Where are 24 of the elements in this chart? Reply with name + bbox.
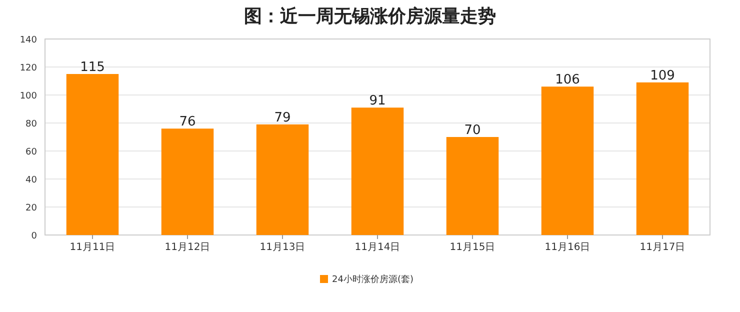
data-label: 106 — [555, 72, 580, 88]
x-tick-label: 11月13日 — [260, 242, 306, 253]
data-label: 91 — [369, 94, 386, 109]
legend-label: 24小时涨价房源(套) — [332, 274, 414, 285]
data-label: 70 — [464, 123, 481, 138]
y-tick-label: 0 — [31, 232, 38, 242]
x-tick-label: 11月17日 — [640, 242, 686, 253]
y-tick-label: 100 — [20, 92, 38, 102]
y-tick-label: 120 — [20, 64, 38, 74]
x-tick-label: 11月14日 — [354, 242, 400, 253]
y-tick-label: 60 — [26, 148, 38, 158]
x-tick-label: 11月16日 — [544, 242, 590, 253]
y-tick-label: 80 — [26, 120, 38, 130]
chart-title: 图：近一周无锡涨价房源量走势 — [244, 6, 496, 27]
data-label: 115 — [80, 60, 105, 75]
x-tick-label: 11月12日 — [164, 242, 210, 253]
y-tick-label: 20 — [26, 204, 38, 214]
data-label: 109 — [650, 68, 675, 84]
y-tick-label: 40 — [26, 176, 38, 186]
x-tick-label: 11月15日 — [450, 242, 496, 253]
x-tick-label: 11月11日 — [70, 242, 116, 253]
y-tick-label: 140 — [20, 36, 38, 46]
data-label: 76 — [179, 114, 196, 130]
data-label: 79 — [274, 110, 291, 126]
